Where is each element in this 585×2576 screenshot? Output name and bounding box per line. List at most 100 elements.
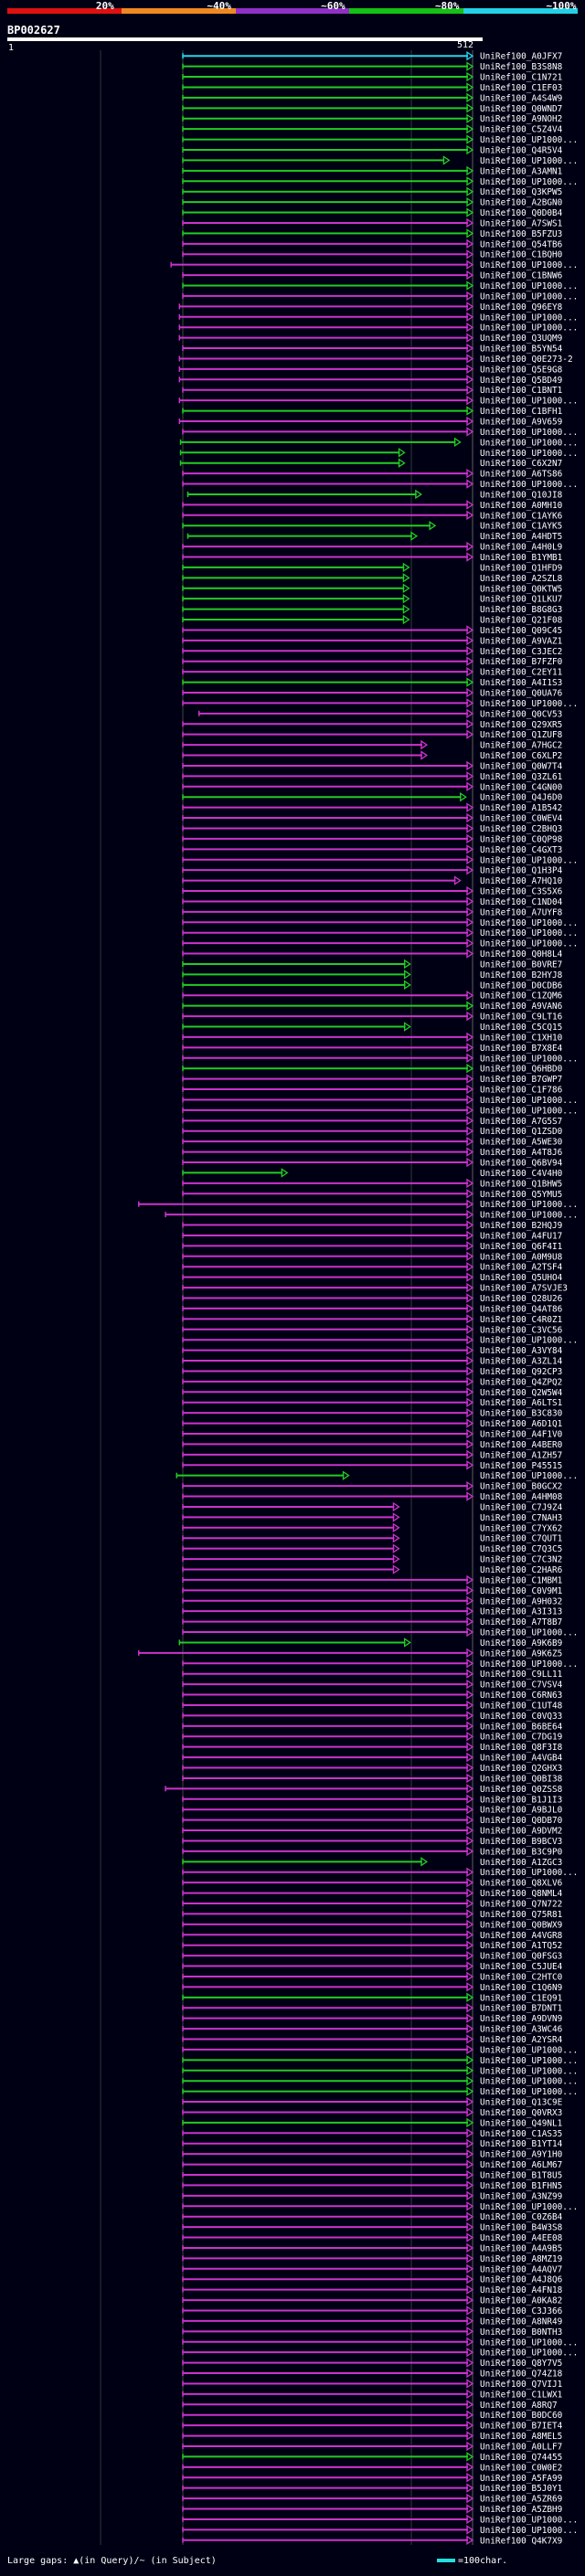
hit-row: UniRef100_A4BER0 [182, 1439, 563, 1450]
hit-end-arrow [466, 2420, 474, 2431]
hit-end-arrow [420, 739, 429, 750]
hit-end-arrow [466, 1574, 474, 1585]
hit-end-arrow [466, 333, 474, 343]
hit-label: UniRef100_Q5YMU5 [480, 1190, 562, 1200]
hit-label: UniRef100_UP1000... [480, 480, 578, 490]
hit-row: UniRef100_A9H032 [182, 1595, 562, 1606]
hit-row: UniRef100_C9LL11 [182, 1669, 563, 1680]
hit-row: UniRef100_B5FZU3 [182, 228, 562, 239]
hit-end-arrow [466, 2327, 474, 2337]
hit-row: UniRef100_UP1000... [176, 1470, 578, 1481]
hit-label: UniRef100_Q2GHX3 [480, 1764, 562, 1774]
hit-label: UniRef100_A6D1Q1 [480, 1419, 563, 1429]
hit-row: UniRef100_UP1000... [182, 479, 578, 490]
hit-row: UniRef100_Q1H3P4 [182, 864, 563, 876]
hit-row: UniRef100_UP1000... [182, 134, 578, 145]
hit-row: UniRef100_UP1000... [179, 437, 578, 448]
hit-label: UniRef100_B5J0Y1 [480, 2484, 563, 2494]
hit-label: UniRef100_C1Q6N9 [480, 1983, 563, 1993]
hit-end-arrow [466, 1460, 474, 1470]
hit-row: UniRef100_A9Y1H0 [182, 2148, 563, 2160]
hit-end-arrow [466, 656, 474, 666]
hit-label: UniRef100_A7G5S7 [480, 1117, 562, 1127]
hit-row: UniRef100_UP1000... [182, 2347, 578, 2359]
hit-row: UniRef100_C2HTC0 [182, 1971, 563, 1982]
hit-label: UniRef100_C2EY11 [480, 668, 563, 678]
hit-end-arrow [460, 792, 467, 802]
hit-label: UniRef100_C6XLP2 [480, 751, 562, 761]
hit-row: UniRef100_A4J8Q6 [182, 2274, 563, 2285]
hit-row: UniRef100_C1AS35 [182, 2128, 562, 2139]
hit-row: UniRef100_C7QUT1 [182, 1533, 563, 1544]
hit-end-arrow [466, 1982, 474, 1992]
hit-row: UniRef100_B0VRE7 [182, 959, 562, 970]
hit-end-arrow [466, 71, 474, 82]
hit-row: UniRef100_UP1000... [182, 1053, 578, 1064]
hit-end-arrow [466, 2065, 474, 2075]
hit-row: UniRef100_UP1000... [182, 698, 578, 709]
hit-label: UniRef100_C3JEC2 [480, 647, 562, 657]
hit-end-arrow [403, 1638, 411, 1648]
hit-label: UniRef100_A9BJL0 [480, 1806, 563, 1816]
hit-end-arrow [466, 949, 474, 959]
hit-end-arrow [466, 165, 474, 176]
hit-label: UniRef100_UP1000... [480, 699, 578, 709]
hit-label: UniRef100_C7C3N2 [480, 1555, 562, 1565]
hit-label: UniRef100_C7DG19 [480, 1733, 563, 1743]
hit-end-arrow [392, 1533, 400, 1543]
hit-end-arrow [466, 833, 474, 844]
hit-row: UniRef100_A9VAZ1 [182, 635, 563, 646]
hit-label: UniRef100_UP1000... [480, 1868, 578, 1878]
hit-label: UniRef100_UP1000... [480, 2348, 578, 2359]
hit-row: UniRef100_Q49NL1 [182, 2117, 563, 2128]
hit-label: UniRef100_B1YMB1 [480, 553, 563, 563]
hit-end-arrow [466, 228, 474, 239]
hit-label: UniRef100_Q1HFD9 [480, 563, 563, 573]
hit-end-arrow [466, 1961, 474, 1971]
hit-row: UniRef100_Q4J6D0 [182, 792, 563, 803]
hit-label: UniRef100_UP1000... [480, 855, 578, 865]
hit-row: UniRef100_A7HGC2 [182, 739, 562, 751]
hit-end-arrow [466, 2169, 474, 2180]
hit-row: UniRef100_A9NOH2 [182, 113, 562, 124]
hit-end-arrow [466, 823, 474, 833]
hit-end-arrow [442, 155, 451, 165]
hit-row: UniRef100_Q0CV53 [197, 708, 562, 719]
hit-label: UniRef100_Q0BWX9 [480, 1920, 563, 1930]
hit-label: UniRef100_C5Z4V4 [480, 125, 563, 135]
hit-label: UniRef100_C0Z6B4 [480, 2212, 563, 2222]
hit-row: UniRef100_Q5YMU5 [182, 1189, 562, 1200]
hit-label: UniRef100_Q6F4I1 [480, 1242, 563, 1252]
scale-swatch [437, 2559, 455, 2562]
hit-row: UniRef100_B3S8N8 [182, 61, 563, 72]
hit-label: UniRef100_B2HYJ8 [480, 970, 563, 981]
hit-row: UniRef100_C1BFH1 [182, 406, 563, 417]
hit-end-arrow [403, 980, 411, 991]
hit-label: UniRef100_A7UYF8 [480, 907, 563, 917]
hit-label: UniRef100_A9K6B9 [480, 1638, 563, 1648]
hit-row: UniRef100_B5J0Y1 [182, 2483, 563, 2494]
hit-row: UniRef100_C4GXT3 [182, 844, 562, 855]
hit-end-arrow [466, 2180, 474, 2190]
hit-label: UniRef100_A2YSR4 [480, 2035, 563, 2045]
hit-end-arrow [466, 2128, 474, 2138]
hit-end-arrow [466, 1804, 474, 1815]
hit-label: UniRef100_UP1000... [480, 2056, 578, 2066]
hit-row: UniRef100_B8G8G3 [182, 604, 562, 615]
hit-row: UniRef100_A4I1S3 [182, 677, 562, 688]
hit-end-arrow [466, 802, 474, 812]
hit-label: UniRef100_Q54TB6 [480, 239, 563, 249]
hit-end-arrow [466, 1324, 474, 1334]
hit-label: UniRef100_B5YN54 [480, 345, 563, 355]
hit-end-arrow [466, 2055, 474, 2065]
hit-end-arrow [466, 698, 474, 708]
hit-label: UniRef100_C7VSV4 [480, 1680, 563, 1691]
hit-row: UniRef100_UP1000... [182, 1867, 578, 1878]
hit-end-arrow [466, 196, 474, 207]
scale-legend-text: =100char. [458, 2556, 508, 2566]
hit-end-arrow [453, 875, 462, 885]
hit-label: UniRef100_UP1000... [480, 1200, 578, 1210]
hit-label: UniRef100_C7NAH3 [480, 1513, 562, 1523]
hit-row: UniRef100_UP1000... [182, 938, 578, 949]
hit-row: UniRef100_A9DVN9 [182, 2013, 563, 2024]
